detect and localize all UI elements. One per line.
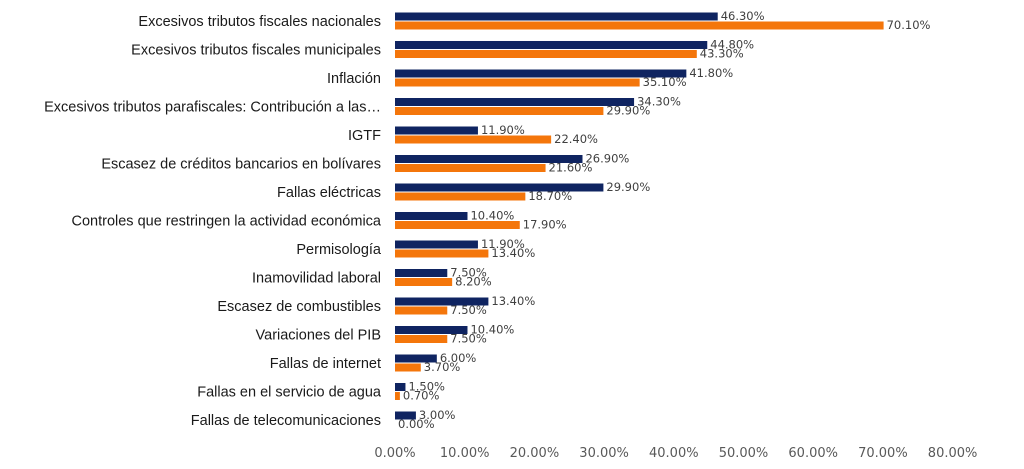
data-label: 1.50% [408,380,445,394]
bar-series-1 [395,354,437,363]
data-label: 10.40% [470,323,514,337]
bar-series-1 [395,411,416,420]
x-tick-label: 40.00% [649,446,699,461]
data-label: 13.40% [491,294,535,308]
data-label: 10.40% [470,209,514,223]
data-label: 41.80% [689,66,733,80]
category-label: Fallas de telecomunicaciones [191,413,381,429]
category-label: Excesivos tributos fiscales nacionales [138,14,381,30]
data-label: 7.50% [450,332,487,346]
x-tick-label: 60.00% [788,446,838,461]
bar-series-1 [395,126,478,135]
category-label: IGTF [348,128,381,144]
data-label: 11.90% [481,237,525,251]
category-label: Excesivos tributos fiscales municipales [131,43,381,59]
bar-series-2 [395,21,884,30]
data-label: 21.60% [549,161,593,175]
bar-series-1 [395,326,468,334]
bar-series-2 [395,221,520,229]
bar-series-1 [395,183,604,192]
category-label: Fallas en el servicio de agua [197,385,382,401]
x-tick-label: 50.00% [719,446,769,461]
bar-series-2 [395,306,448,315]
bar-series-2 [395,78,640,87]
data-label: 7.50% [450,303,487,317]
category-label: Escasez de combustibles [217,299,381,315]
data-label: 0.00% [398,417,435,431]
bar-series-1 [395,69,687,78]
data-label: 8.20% [455,275,492,289]
bar-series-2 [395,50,697,58]
data-label: 22.40% [554,132,598,146]
x-tick-label: 20.00% [510,446,560,461]
data-label: 7.50% [450,266,487,280]
bar-series-2 [395,335,448,343]
bar-series-1 [395,98,635,106]
data-label: 13.40% [491,246,535,260]
bar-series-1 [395,383,406,391]
data-label: 29.90% [606,104,650,118]
bar-series-1 [395,297,489,306]
category-label: Permisología [296,242,382,258]
bar-series-1 [395,240,478,249]
data-label: 29.90% [606,180,650,194]
bar-series-2 [395,164,546,172]
bar-series-2 [395,392,400,400]
bar-series-1 [395,41,708,49]
bar-series-1 [395,12,718,21]
category-label: Fallas de internet [270,356,381,372]
x-tick-label: 80.00% [928,446,978,461]
bar-series-2 [395,192,526,201]
category-label: Excesivos tributos parafiscales: Contrib… [44,100,381,116]
category-label: Variaciones del PIB [256,328,381,344]
data-label: 34.30% [637,95,681,109]
category-label: Controles que restringen la actividad ec… [71,214,381,230]
x-tick-label: 30.00% [579,446,629,461]
bar-series-1 [395,212,468,220]
data-label: 0.70% [403,389,440,403]
data-label: 11.90% [481,123,525,137]
bar-series-2 [395,249,489,258]
bar-series-1 [395,155,583,163]
data-label: 70.10% [887,18,931,32]
category-label: Inflación [327,71,381,87]
x-tick-label: 0.00% [374,446,415,461]
data-label: 26.90% [585,152,629,166]
bar-series-2 [395,135,552,144]
data-label: 3.70% [424,360,461,374]
data-label: 3.00% [419,408,456,422]
data-label: 6.00% [440,351,477,365]
category-label: Inamovilidad laboral [252,271,381,287]
data-label: 18.70% [528,189,572,203]
data-label: 17.90% [523,218,567,232]
x-tick-label: 70.00% [858,446,908,461]
category-label: Escasez de créditos bancarios en bolívar… [101,157,381,173]
bar-series-2 [395,363,421,372]
category-label: Fallas eléctricas [277,185,381,201]
data-label: 44.80% [710,38,754,52]
x-tick-label: 10.00% [440,446,490,461]
bar-series-1 [395,269,448,277]
data-label: 43.30% [700,47,744,61]
data-label: 35.10% [643,75,687,89]
bar-series-2 [395,107,604,115]
bar-series-2 [395,278,453,286]
data-label: 46.30% [721,9,765,23]
